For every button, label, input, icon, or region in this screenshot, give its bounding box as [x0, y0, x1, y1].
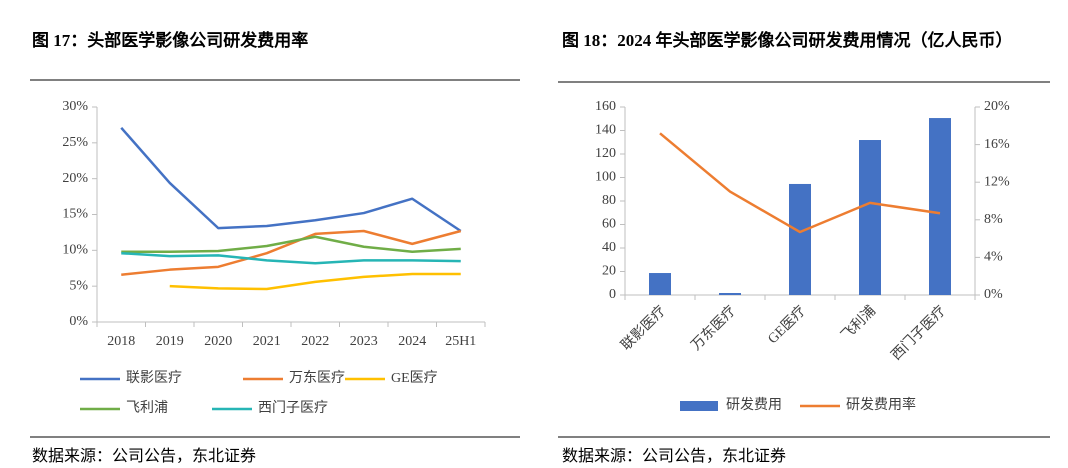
x-tick-label: 2021: [253, 334, 281, 349]
source-note: 数据来源：公司公告，东北证券: [32, 448, 257, 465]
y-tick-label: 160: [595, 99, 616, 114]
line-series: [121, 251, 461, 265]
y2-tick-label: 4%: [984, 250, 1003, 265]
y2-tick-label: 8%: [984, 212, 1003, 227]
legend-swatch: [680, 401, 718, 411]
y-tick-label: 120: [595, 146, 616, 161]
bar: [789, 183, 811, 295]
line-series: [169, 272, 461, 291]
source-note: 数据来源：公司公告，东北证券: [562, 448, 787, 465]
y2-tick-label: 0%: [984, 287, 1003, 302]
line-series: [659, 132, 941, 234]
y-tick-label: 0%: [69, 314, 88, 329]
line-series: [120, 126, 462, 233]
legend-label: 研发费用率: [846, 396, 916, 413]
y-tick-label: 0: [609, 287, 616, 302]
legend-label: 联影医疗: [126, 370, 182, 386]
y-tick-label: 20: [602, 264, 616, 279]
y-tick-label: 5%: [69, 278, 88, 293]
x-tick-label: 2024: [398, 334, 426, 349]
y-tick-label: 40: [602, 240, 616, 255]
y-tick-label: 20%: [62, 171, 88, 186]
x-tick-label: 联影医疗: [618, 303, 669, 354]
legend-label: GE医疗: [391, 370, 438, 386]
y-tick-label: 10%: [62, 243, 88, 258]
x-tick-label: 2022: [301, 334, 329, 349]
x-tick-label: 万东医疗: [688, 303, 739, 354]
line-series: [121, 235, 461, 254]
figure-title: 图 17：头部医学影像公司研发费用率: [32, 31, 309, 50]
y2-tick-label: 20%: [984, 99, 1010, 114]
legend-label: 研发费用: [726, 397, 782, 413]
x-tick-label: 2020: [204, 334, 232, 349]
y-tick-label: 15%: [62, 207, 88, 222]
y-tick-label: 80: [602, 193, 616, 208]
x-tick-label: 2018: [107, 334, 135, 349]
figure-title: 图 18：2024 年头部医学影像公司研发费用情况（亿人民币）: [562, 31, 1013, 50]
bar: [929, 118, 951, 295]
y-tick-label: 30%: [62, 99, 88, 114]
legend-label: 万东医疗: [289, 370, 345, 386]
y2-tick-label: 12%: [984, 174, 1010, 189]
bar: [859, 140, 881, 295]
legend-label: 西门子医疗: [258, 400, 328, 416]
line-series: [121, 229, 462, 276]
legend-label: 飞利浦: [126, 400, 168, 416]
x-tick-label: 2023: [350, 334, 378, 349]
x-tick-label: 2019: [156, 334, 184, 349]
x-tick-label: 25H1: [445, 334, 476, 349]
y2-tick-label: 16%: [984, 137, 1010, 152]
bar: [649, 273, 671, 295]
y-tick-label: 100: [595, 170, 616, 185]
x-tick-label: GE医疗: [765, 303, 809, 347]
y-tick-label: 60: [602, 217, 616, 232]
y-tick-label: 140: [595, 123, 616, 138]
bar: [719, 293, 741, 295]
x-tick-label: 飞利浦: [838, 303, 879, 344]
x-tick-label: 西门子医疗: [888, 303, 949, 364]
y-tick-label: 25%: [62, 135, 88, 150]
